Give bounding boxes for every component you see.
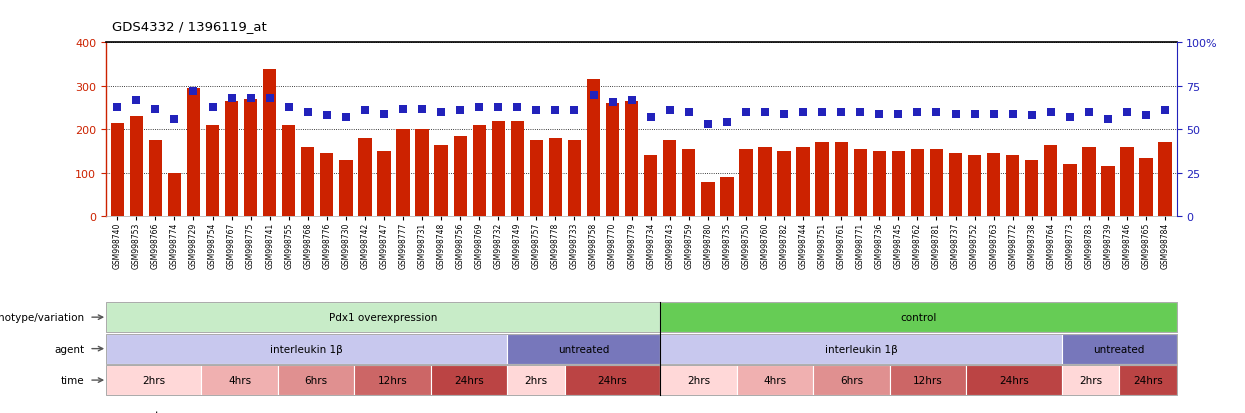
- Bar: [777, 152, 791, 217]
- Bar: [1120, 147, 1134, 217]
- Bar: [1102, 167, 1114, 217]
- Bar: [168, 173, 181, 217]
- Bar: [244, 100, 258, 217]
- Bar: [339, 160, 352, 217]
- Text: 6hrs: 6hrs: [840, 375, 863, 385]
- Bar: [682, 150, 696, 217]
- Text: control: control: [900, 312, 936, 323]
- Bar: [111, 123, 124, 217]
- Bar: [1139, 158, 1153, 217]
- Text: untreated: untreated: [1093, 344, 1145, 354]
- Bar: [644, 156, 657, 217]
- Bar: [510, 121, 524, 217]
- Bar: [473, 126, 486, 217]
- Bar: [129, 117, 143, 217]
- Bar: [396, 130, 410, 217]
- Bar: [1158, 143, 1172, 217]
- Text: 2hrs: 2hrs: [1079, 375, 1102, 385]
- Text: agent: agent: [55, 344, 85, 354]
- Bar: [1025, 160, 1038, 217]
- Bar: [949, 154, 962, 217]
- Bar: [1082, 147, 1096, 217]
- Bar: [1006, 156, 1020, 217]
- Text: 4hrs: 4hrs: [763, 375, 787, 385]
- Bar: [301, 147, 315, 217]
- Text: interleukin 1β: interleukin 1β: [270, 344, 342, 354]
- Bar: [911, 150, 924, 217]
- Bar: [664, 141, 676, 217]
- Bar: [625, 102, 639, 217]
- Text: 24hrs: 24hrs: [454, 375, 484, 385]
- Bar: [586, 80, 600, 217]
- Text: count: count: [128, 410, 159, 413]
- Text: ■: ■: [108, 408, 120, 413]
- Bar: [263, 69, 276, 217]
- Bar: [492, 121, 505, 217]
- Bar: [1045, 145, 1057, 217]
- Bar: [205, 126, 219, 217]
- Bar: [721, 178, 733, 217]
- Bar: [549, 139, 561, 217]
- Bar: [834, 143, 848, 217]
- Bar: [435, 145, 448, 217]
- Text: untreated: untreated: [558, 344, 610, 354]
- Text: 4hrs: 4hrs: [228, 375, 251, 385]
- Bar: [568, 141, 581, 217]
- Text: GDS4332 / 1396119_at: GDS4332 / 1396119_at: [112, 20, 266, 33]
- Bar: [359, 139, 371, 217]
- Text: 24hrs: 24hrs: [1000, 375, 1028, 385]
- Bar: [225, 102, 238, 217]
- Bar: [891, 152, 905, 217]
- Bar: [283, 126, 295, 217]
- Text: 24hrs: 24hrs: [1133, 375, 1163, 385]
- Bar: [148, 141, 162, 217]
- Text: Pdx1 overexpression: Pdx1 overexpression: [329, 312, 437, 323]
- Bar: [797, 147, 809, 217]
- Text: 2hrs: 2hrs: [142, 375, 166, 385]
- Text: 24hrs: 24hrs: [598, 375, 627, 385]
- Bar: [854, 150, 867, 217]
- Bar: [1063, 165, 1077, 217]
- Bar: [606, 104, 619, 217]
- Bar: [416, 130, 428, 217]
- Bar: [701, 182, 715, 217]
- Bar: [873, 152, 886, 217]
- Text: 12hrs: 12hrs: [377, 375, 407, 385]
- Bar: [453, 137, 467, 217]
- Bar: [740, 150, 753, 217]
- Bar: [987, 154, 1000, 217]
- Bar: [758, 147, 772, 217]
- Text: 6hrs: 6hrs: [305, 375, 327, 385]
- Bar: [815, 143, 829, 217]
- Bar: [320, 154, 334, 217]
- Text: interleukin 1β: interleukin 1β: [824, 344, 898, 354]
- Bar: [967, 156, 981, 217]
- Text: genotype/variation: genotype/variation: [0, 312, 85, 323]
- Bar: [529, 141, 543, 217]
- Bar: [930, 150, 944, 217]
- Bar: [187, 89, 200, 217]
- Text: time: time: [61, 375, 85, 385]
- Bar: [377, 152, 391, 217]
- Text: 2hrs: 2hrs: [524, 375, 548, 385]
- Text: 2hrs: 2hrs: [687, 375, 710, 385]
- Text: 12hrs: 12hrs: [913, 375, 942, 385]
